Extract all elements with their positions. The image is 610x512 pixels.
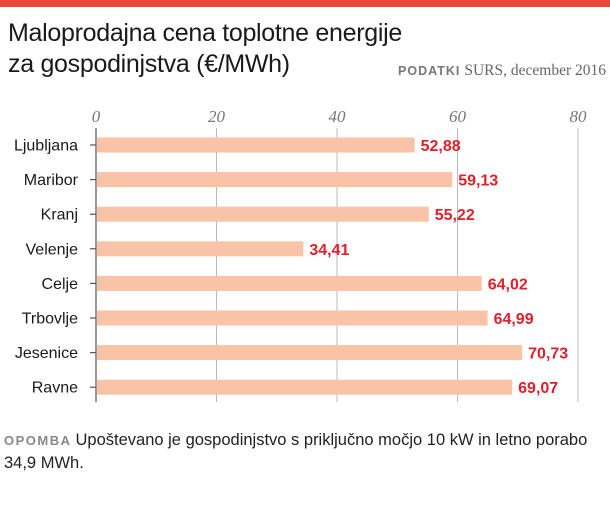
top-accent-bar: [0, 0, 610, 7]
source-text: SURS, december 2016: [464, 62, 606, 79]
chart-title-line-1: Maloprodajna cena toplotne energije: [8, 19, 402, 47]
category-label: Trbovlje: [22, 311, 78, 328]
bar-value-label: 59,13: [458, 173, 498, 190]
bar: [97, 137, 415, 153]
bar: [97, 241, 304, 257]
x-tick-label: 60: [449, 107, 467, 126]
x-tick-label: 20: [208, 107, 226, 126]
chart-title: Maloprodajna cena toplotne energije za g…: [8, 18, 428, 80]
category-label: Kranj: [41, 207, 78, 224]
category-label: Velenje: [26, 241, 79, 258]
bar-value-label: 64,99: [494, 311, 534, 328]
bar-value-label: 69,07: [518, 380, 558, 397]
category-label: Jesenice: [15, 345, 78, 362]
bar-chart: 0 20 40 60 80 Ljubljana 52,88 Maribor 59,13 Kranj…: [14, 107, 588, 402]
note-text: Upoštevano je gospodinjstvo s priključno…: [4, 431, 588, 472]
bar-value-label: 52,88: [421, 138, 461, 155]
bar-value-label: 34,41: [309, 242, 349, 259]
bar-value-label: 55,22: [435, 207, 475, 224]
source-label: PODATKI: [398, 64, 461, 78]
bar-value-label: 64,02: [488, 276, 528, 293]
category-label: Ravne: [32, 380, 78, 397]
category-label: Maribor: [24, 172, 79, 189]
bar: [97, 345, 523, 361]
x-tick-label: 0: [92, 107, 101, 126]
bar: [97, 310, 488, 326]
footnote: OPOMBA Upoštevano je gospodinjstvo s prik…: [4, 429, 604, 475]
bar: [97, 275, 482, 291]
source-credit: PODATKI SURS, december 2016: [398, 62, 606, 80]
category-label: Celje: [42, 276, 79, 293]
bar: [97, 379, 513, 395]
note-label: OPOMBA: [4, 433, 72, 448]
bar: [97, 172, 453, 188]
chart-title-line-2: za gospodinjstva (€/MWh): [8, 50, 290, 78]
bar: [97, 206, 429, 222]
x-tick-label: 80: [570, 107, 588, 126]
bar-value-label: 70,73: [528, 346, 568, 363]
x-tick-label: 40: [329, 107, 347, 126]
category-label: Ljubljana: [14, 138, 78, 155]
